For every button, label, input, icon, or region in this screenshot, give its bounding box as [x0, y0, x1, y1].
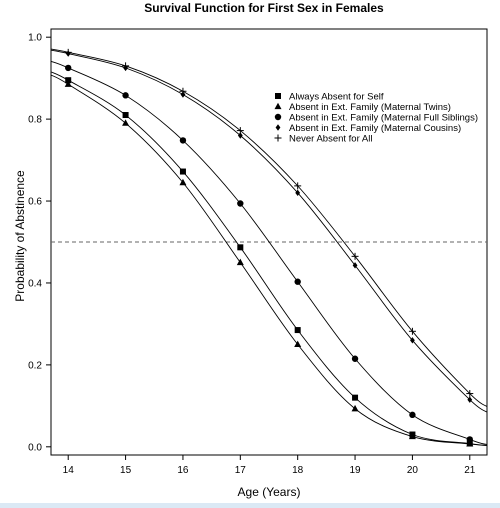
legend-marker	[275, 124, 281, 131]
data-point	[466, 390, 474, 398]
data-point	[294, 327, 301, 334]
bottom-band	[0, 503, 500, 508]
data-point	[466, 436, 473, 443]
y-tick-label: 0.8	[28, 115, 42, 126]
series-layer	[50, 48, 488, 447]
data-point	[409, 411, 416, 419]
data-point	[237, 244, 244, 251]
series-line	[50, 71, 488, 446]
x-tick-label: 20	[407, 465, 419, 476]
data-point	[294, 278, 301, 285]
legend-label: Never Absent for All	[289, 134, 372, 145]
x-tick-label: 17	[235, 465, 247, 476]
data-point	[236, 127, 244, 135]
data-point	[351, 355, 359, 362]
data-point	[467, 396, 473, 403]
data-point	[179, 87, 187, 95]
data-point	[408, 432, 416, 440]
series-line	[50, 48, 488, 408]
x-tick-label: 16	[177, 465, 189, 476]
series-triangle	[50, 74, 488, 447]
y-axis-label: Probability of Abstinence	[13, 170, 27, 302]
data-point	[122, 119, 130, 126]
legend-marker	[274, 134, 282, 142]
data-point	[352, 262, 358, 269]
x-tick-label: 21	[464, 465, 476, 476]
series-plus	[50, 48, 488, 408]
x-tick-label: 18	[292, 465, 304, 476]
data-point	[65, 64, 72, 72]
data-point	[294, 182, 302, 190]
data-point	[122, 62, 130, 70]
data-point	[410, 337, 415, 344]
data-point	[237, 200, 244, 207]
data-point	[237, 132, 243, 139]
data-point	[352, 394, 359, 401]
y-tick-label: 0.6	[28, 197, 42, 208]
data-point	[179, 137, 187, 144]
data-point	[64, 80, 72, 87]
legend-label: Always Absent for Self	[289, 92, 384, 103]
data-point	[294, 340, 302, 348]
data-point	[236, 258, 244, 266]
x-axis: 14 15 16 17 18 19 20 21	[63, 455, 476, 476]
series-line	[50, 60, 488, 446]
y-tick-label: 0.4	[28, 278, 42, 289]
data-point	[122, 92, 129, 99]
legend-label: Absent in Ext. Family (Maternal Twins)	[289, 102, 451, 113]
legend-marker	[274, 102, 282, 110]
legend-marker	[275, 93, 281, 99]
y-tick-label: 0.2	[28, 360, 42, 371]
data-point	[179, 178, 187, 186]
x-tick-label: 14	[63, 465, 75, 476]
legend-label: Absent in Ext. Family (Maternal Cousins)	[289, 123, 461, 134]
data-point	[64, 48, 72, 56]
series-circle	[50, 60, 488, 446]
legend-marker	[274, 113, 282, 121]
data-point	[122, 112, 129, 119]
data-point	[179, 168, 186, 175]
x-tick-label: 15	[120, 465, 132, 476]
data-point	[65, 77, 72, 84]
series-line	[50, 74, 488, 446]
data-point	[351, 404, 359, 412]
x-axis-label: Age (Years)	[238, 485, 301, 499]
legend-label: Absent in Ext. Family (Maternal Full Sib…	[289, 113, 478, 124]
y-tick-label: 0.0	[28, 442, 42, 453]
chart-title: Survival Function for First Sex in Femal…	[144, 1, 384, 15]
data-point	[466, 440, 474, 447]
y-axis: 0.0 0.2 0.4 0.6 0.8 1.0	[28, 33, 51, 453]
series-line	[50, 49, 488, 413]
data-point	[295, 189, 301, 197]
y-tick-label: 1.0	[28, 33, 42, 44]
data-point	[351, 252, 359, 260]
data-point	[408, 327, 416, 335]
x-tick-label: 19	[349, 465, 361, 476]
